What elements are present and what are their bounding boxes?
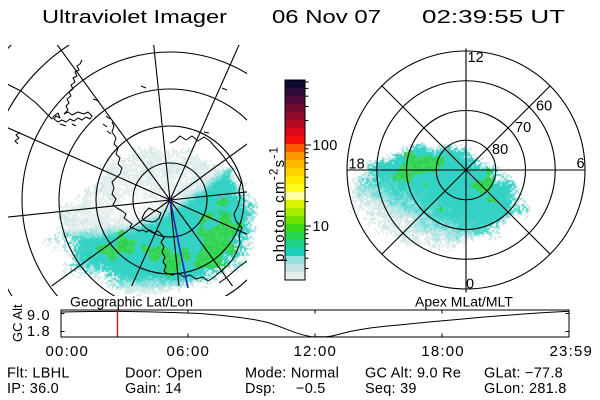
svg-text:Apex MLat/MLT: Apex MLat/MLT — [415, 294, 513, 310]
svg-text:12: 12 — [468, 50, 484, 66]
svg-text:0: 0 — [466, 277, 474, 293]
svg-text:Mode: Normal: Mode: Normal — [245, 366, 339, 382]
svg-text:GC Alt: 9.0 Re: GC Alt: 9.0 Re — [365, 366, 461, 382]
svg-text:23:59: 23:59 — [550, 343, 594, 360]
svg-text:GLon: 281.8: GLon: 281.8 — [484, 381, 567, 397]
svg-text:Seq: 39: Seq: 39 — [365, 381, 417, 397]
svg-text:06 Nov 07: 06 Nov 07 — [272, 7, 381, 27]
svg-text:06:00: 06:00 — [167, 343, 211, 360]
svg-text:100: 100 — [313, 138, 338, 154]
svg-text:GC Alt: GC Alt — [10, 304, 25, 342]
svg-text:18: 18 — [349, 156, 365, 172]
svg-text:Flt: LBHL: Flt: LBHL — [7, 366, 70, 382]
svg-text:Gain: 14: Gain: 14 — [125, 381, 182, 397]
svg-text:Dsp:: Dsp: — [245, 381, 276, 397]
svg-text:photon cm-2s-1: photon cm-2s-1 — [269, 146, 289, 262]
svg-text:GLat: −77.8: GLat: −77.8 — [484, 366, 563, 382]
svg-text:Geographic Lat/Lon: Geographic Lat/Lon — [70, 294, 193, 310]
svg-text:70: 70 — [515, 120, 531, 136]
svg-text:12:00: 12:00 — [294, 343, 338, 360]
svg-text:80: 80 — [492, 142, 508, 158]
svg-text:18:00: 18:00 — [421, 343, 465, 360]
svg-text:Ultraviolet Imager: Ultraviolet Imager — [42, 7, 227, 27]
svg-text:02:39:55 UT: 02:39:55 UT — [422, 7, 565, 27]
svg-text:1.8: 1.8 — [27, 324, 51, 340]
svg-text:Door: Open: Door: Open — [125, 366, 202, 382]
svg-text:00:00: 00:00 — [46, 343, 90, 360]
svg-text:−0.5: −0.5 — [296, 381, 326, 397]
svg-text:9.0: 9.0 — [27, 308, 51, 324]
svg-text:6: 6 — [577, 156, 585, 172]
svg-text:IP: 36.0: IP: 36.0 — [7, 381, 59, 397]
svg-text:60: 60 — [536, 99, 552, 115]
svg-text:10: 10 — [313, 219, 330, 235]
